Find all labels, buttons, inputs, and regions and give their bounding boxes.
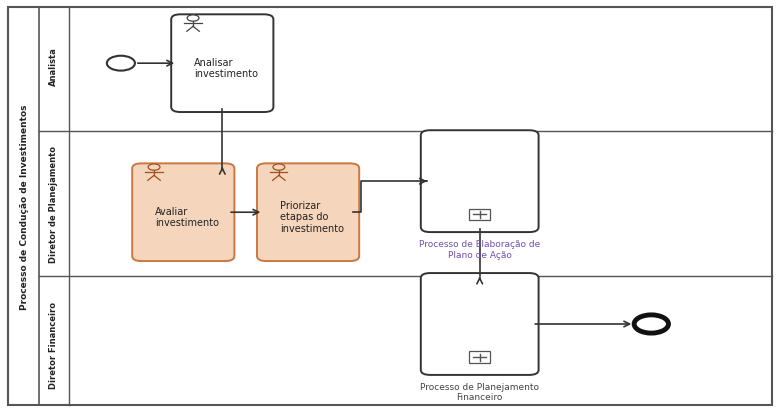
FancyBboxPatch shape: [421, 273, 538, 375]
Text: Processo de Condução de Investimentos: Processo de Condução de Investimentos: [20, 104, 30, 309]
FancyBboxPatch shape: [132, 164, 234, 261]
Text: Processo de Elaboração de
Plano de Ação: Processo de Elaboração de Plano de Ação: [419, 240, 541, 259]
Text: Diretor de Planejamento: Diretor de Planejamento: [48, 146, 58, 263]
Circle shape: [187, 16, 199, 22]
FancyBboxPatch shape: [421, 131, 538, 233]
FancyBboxPatch shape: [171, 15, 273, 113]
Circle shape: [273, 164, 285, 171]
Text: Priorizar
etapas do
investimento: Priorizar etapas do investimento: [280, 200, 344, 233]
Text: Avaliar
investimento: Avaliar investimento: [155, 206, 219, 228]
Bar: [469, 351, 491, 363]
Text: Analisar
investimento: Analisar investimento: [194, 57, 258, 79]
Circle shape: [148, 164, 160, 171]
Bar: [469, 209, 491, 221]
FancyBboxPatch shape: [257, 164, 359, 261]
Text: Diretor Financeiro: Diretor Financeiro: [48, 301, 58, 388]
Text: Analista: Analista: [48, 47, 58, 85]
Text: Processo de Planejamento
Financeiro: Processo de Planejamento Financeiro: [420, 382, 539, 401]
